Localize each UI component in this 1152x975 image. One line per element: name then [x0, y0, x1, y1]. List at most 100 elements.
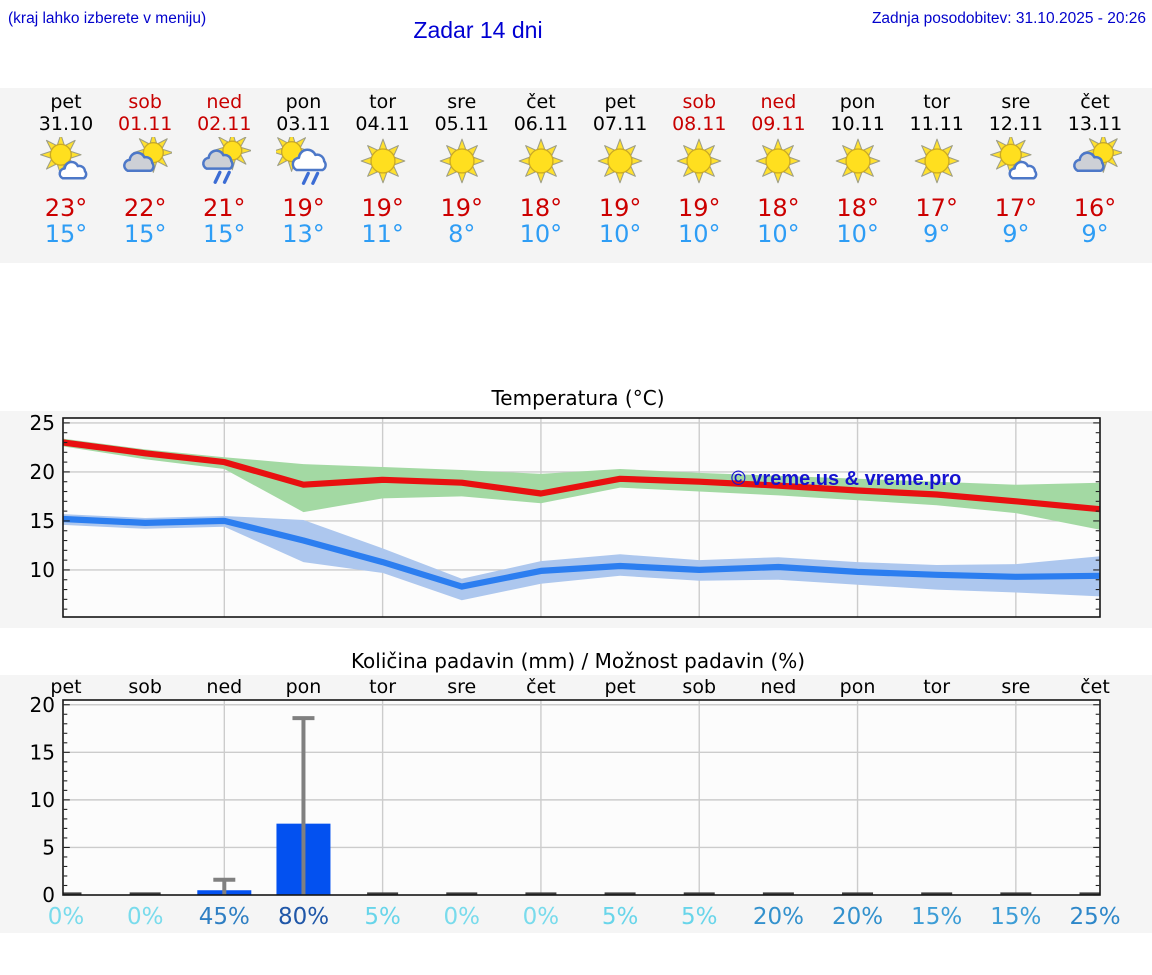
day-date-label: 06.11 [513, 113, 569, 135]
zero-bar-dash [842, 892, 874, 895]
high-temp-label: 19° [678, 194, 721, 222]
precipitation-chart: pet sob ned pon tor sre čet pet sob ned pon tor sre č… [0, 675, 1152, 933]
weather-icon-wrap [106, 132, 185, 189]
low-temp-label: 15° [44, 220, 88, 248]
day-name-label: tor [369, 91, 397, 113]
day-name-label: sre [1001, 91, 1031, 113]
day-date-label: 10.11 [830, 113, 885, 135]
day-name-label: ned [760, 91, 797, 113]
sun-icon [597, 138, 643, 184]
weather-icon-wrap [422, 137, 501, 189]
location-menu-note: (kraj lahko izberete v meniju) [8, 10, 207, 27]
precip-prob-label: 5% [364, 904, 401, 930]
y-axis-tick-label: 5 [42, 835, 55, 859]
y-axis-tick-label: 10 [30, 788, 55, 812]
low-temp-label: 15° [123, 220, 167, 248]
high-temp-label: 18° [757, 194, 800, 222]
day-date-label: 13.11 [1067, 113, 1123, 135]
y-axis-tick-label: 20 [30, 460, 55, 484]
low-temp-label: 9° [923, 220, 951, 248]
day-date-label: 12.11 [988, 113, 1044, 135]
day-axis-label: pet [50, 676, 81, 698]
temp-max-line [63, 439, 1100, 513]
high-temp-label: 19° [282, 194, 325, 222]
temp-min-line [63, 515, 1100, 590]
temperature-chart: 10 15 20 25 [0, 411, 1152, 628]
weather-icon-wrap [818, 137, 897, 189]
precip-prob-label: 5% [680, 904, 718, 930]
forecast-day-column: sob 01.11 22° 15° [106, 88, 185, 248]
precip-prob-label: 20% [831, 904, 884, 930]
day-date-label: 04.11 [355, 113, 410, 135]
zero-bar-dash [921, 892, 953, 895]
precip-prob-label: 25% [1069, 904, 1121, 930]
day-name-label: pon [285, 91, 322, 113]
high-temp-label: 19° [361, 194, 404, 222]
day-axis-label: ned [760, 676, 796, 698]
weather-icon-wrap [185, 130, 264, 189]
low-temp-label: 10° [598, 220, 642, 248]
day-axis-label: pet [604, 676, 635, 698]
forecast-day-column: ned 02.11 21° 15° [185, 88, 264, 248]
weather-icon-wrap [1055, 132, 1134, 189]
forecast-day-column: ned 09.11 18° 10° [739, 88, 818, 248]
precip-prob-label: 5% [601, 904, 639, 930]
weather-icon-wrap [264, 131, 343, 189]
forecast-day-column: sob 08.11 19° 10° [660, 88, 739, 248]
forecast-day-column: čet 06.11 18° 10° [501, 88, 580, 248]
daily-forecast-strip: pet 31.10 23° 15° sob 01.11 22° 15° ned 02.11 21° 1… [0, 88, 1152, 263]
y-axis-tick-label: 25 [30, 411, 55, 435]
day-name-label: čet [1080, 91, 1110, 113]
low-temp-label: 10° [678, 220, 721, 248]
y-axis-tick-label: 15 [30, 740, 55, 764]
low-temp-label: 10° [836, 220, 879, 248]
low-temp-label: 10° [757, 220, 800, 248]
day-date-label: 05.11 [434, 113, 489, 135]
high-temp-label: 17° [994, 194, 1038, 222]
low-temp-label: 15° [203, 220, 246, 248]
sun-icon [835, 138, 880, 184]
day-name-label: pet [50, 91, 82, 113]
sun-icon [914, 138, 960, 184]
sun-small-cloud-icon [40, 133, 88, 180]
precip-prob-label: 15% [990, 904, 1042, 930]
day-name-label: pet [604, 91, 636, 113]
day-date-label: 08.11 [672, 113, 727, 135]
zero-bar-dash [63, 892, 82, 895]
forecast-day-column: pon 03.11 19° 13° [264, 88, 343, 248]
last-update-label: Zadnja posodobitev: 31.10.2025 - 20:26 [871, 10, 1146, 27]
sun-icon [756, 138, 801, 184]
weather-icon-wrap [897, 137, 976, 189]
day-axis-label: sre [1001, 676, 1030, 698]
forecast-day-column: pet 31.10 23° 15° [26, 88, 105, 248]
sun-small-cloud-icon [989, 133, 1038, 180]
plot-border [62, 417, 1101, 618]
plot-area [63, 700, 1100, 895]
high-temp-label: 19° [598, 194, 642, 222]
forecast-day-column: tor 11.11 17° 9° [897, 88, 976, 248]
forecast-day-column: pet 07.11 19° 10° [581, 88, 660, 248]
day-axis-label: pon [286, 676, 322, 698]
low-temp-label: 8° [448, 220, 476, 248]
low-temp-label: 9° [1081, 220, 1109, 248]
zero-bar-dash [604, 892, 636, 895]
precip-prob-label: 15% [911, 904, 963, 930]
y-axis-tick-label: 0 [42, 883, 55, 907]
day-axis-label: sre [447, 676, 476, 698]
high-temp-label: 21° [203, 194, 246, 222]
sun-icon [518, 138, 564, 184]
zero-bar-dash [1079, 892, 1100, 895]
forecast-day-column: tor 04.11 19° 11° [343, 88, 422, 248]
cloud-sun-icon [1073, 132, 1124, 173]
day-name-label: tor [923, 91, 951, 113]
zero-bar-dash [129, 892, 161, 895]
day-date-label: 03.11 [276, 113, 331, 135]
day-name-label: čet [526, 91, 556, 113]
precip-prob-label: 20% [752, 904, 804, 930]
y-axis-tick-label: 20 [30, 693, 55, 717]
day-axis-label: pon [840, 676, 876, 698]
day-axis-label: čet [526, 676, 556, 698]
plot-border [62, 699, 1101, 896]
zero-bar-dash [683, 892, 715, 895]
